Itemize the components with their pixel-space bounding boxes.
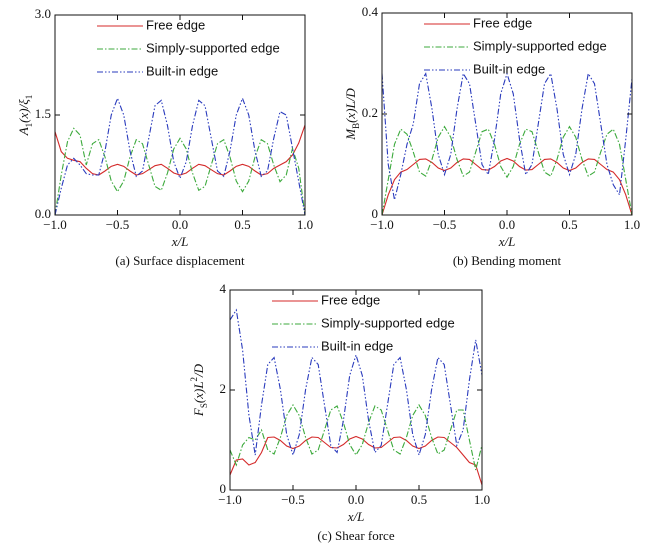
y-tick-label: 0.4 xyxy=(362,4,379,19)
legend-label: Built-in edge xyxy=(321,338,393,353)
y-tick-label: 4 xyxy=(220,281,227,296)
legend-label: Simply-supported edge xyxy=(473,38,607,53)
legend-label: Simply-supported edge xyxy=(321,315,455,330)
y-tick-label: 2 xyxy=(220,381,227,396)
x-tick-label: −0.5 xyxy=(433,217,457,232)
y-tick-label: 0.2 xyxy=(362,105,378,120)
series-line xyxy=(229,435,483,486)
x-axis-label: x/L xyxy=(171,234,189,249)
x-tick-label: 0.5 xyxy=(561,217,577,232)
y-tick-label: 0 xyxy=(220,481,227,496)
series-line xyxy=(54,124,306,176)
y-axis-label-part: /D xyxy=(191,363,206,378)
x-tick-label: 0.0 xyxy=(499,217,515,232)
caption: (a) Surface displacement xyxy=(115,253,245,268)
x-tick-label: 0.5 xyxy=(411,492,427,507)
y-tick-label: 3.0 xyxy=(35,6,51,21)
y-axis-label: MB(x)L/D xyxy=(343,88,361,141)
caption: (b) Bending moment xyxy=(453,253,562,268)
x-tick-label: 1.0 xyxy=(474,492,490,507)
y-tick-label: 1.5 xyxy=(35,106,51,121)
x-tick-label: −1.0 xyxy=(218,492,242,507)
legend-label: Simply-supported edge xyxy=(146,40,280,55)
x-tick-label: −0.5 xyxy=(106,217,130,232)
series-line xyxy=(54,127,306,216)
y-axis-label-part: (x)L xyxy=(191,381,206,403)
series-line xyxy=(229,308,483,457)
legend-label: Free edge xyxy=(321,292,380,307)
y-axis-label-part: 1 xyxy=(24,123,34,128)
series-line xyxy=(381,157,633,216)
series-line xyxy=(54,96,306,216)
x-tick-label: 0.0 xyxy=(348,492,364,507)
series-line xyxy=(381,71,633,200)
x-tick-label: −1.0 xyxy=(43,217,67,232)
y-axis-label-part: B xyxy=(351,123,361,129)
series-line xyxy=(381,125,633,216)
legend-label: Free edge xyxy=(146,17,205,32)
y-axis-label-part: F xyxy=(191,407,206,417)
x-tick-label: −0.5 xyxy=(281,492,305,507)
x-tick-label: −1.0 xyxy=(370,217,394,232)
x-axis-label: x/L xyxy=(498,234,516,249)
y-axis-label-part: 2 xyxy=(189,377,199,382)
y-tick-label: 0.0 xyxy=(35,206,51,221)
y-axis-label-part: S xyxy=(199,403,209,408)
x-axis-label: x/L xyxy=(347,509,365,524)
x-tick-label: 0.0 xyxy=(172,217,188,232)
y-axis-label: FS(x)L2/D xyxy=(189,363,209,417)
y-axis-label-part: (x)L/D xyxy=(343,88,358,123)
y-tick-label: 0 xyxy=(372,206,379,221)
legend-label: Free edge xyxy=(473,15,532,30)
x-tick-label: 0.5 xyxy=(234,217,250,232)
x-tick-label: 1.0 xyxy=(624,217,640,232)
legend-label: Built-in edge xyxy=(473,61,545,76)
y-axis-label-part: (x)/ξ xyxy=(16,99,31,123)
y-axis-label: A1(x)/ξ1 xyxy=(16,95,34,137)
y-axis-label-part: M xyxy=(343,128,358,141)
caption: (c) Shear force xyxy=(317,528,394,543)
y-axis-label-part: 1 xyxy=(24,95,34,100)
x-tick-label: 1.0 xyxy=(297,217,313,232)
y-axis-label-part: A xyxy=(16,127,31,136)
legend-label: Built-in edge xyxy=(146,63,218,78)
